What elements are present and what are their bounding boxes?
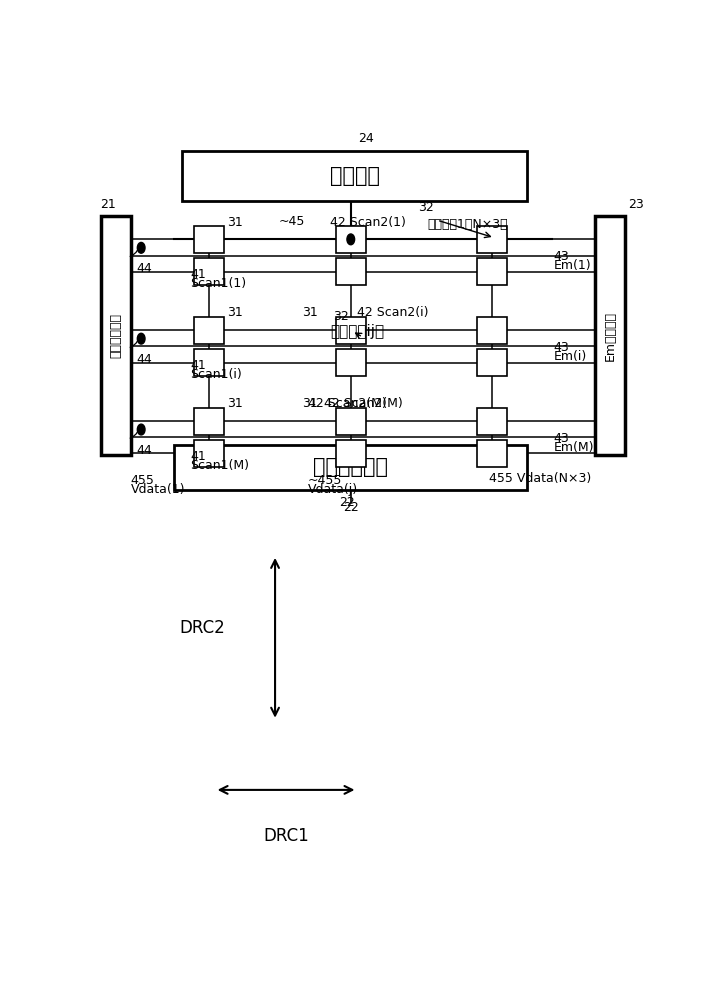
- Bar: [194, 440, 224, 467]
- Text: ~45: ~45: [279, 215, 305, 228]
- Text: 31: 31: [227, 216, 243, 229]
- Text: 32: 32: [333, 310, 348, 323]
- Bar: [194, 317, 224, 344]
- Text: DRC1: DRC1: [263, 827, 309, 845]
- Text: 子像素（ij）: 子像素（ij）: [330, 324, 384, 339]
- Text: 41: 41: [190, 359, 206, 372]
- Bar: [336, 440, 366, 467]
- Text: 22: 22: [338, 496, 355, 509]
- Text: Em(i): Em(i): [554, 350, 587, 363]
- Text: 32: 32: [418, 201, 433, 214]
- Text: 23: 23: [628, 198, 644, 211]
- Text: Scan1(i): Scan1(i): [190, 368, 241, 381]
- Bar: [194, 408, 224, 435]
- Bar: [336, 408, 366, 435]
- Text: 42 Scan2(i): 42 Scan2(i): [358, 306, 429, 319]
- Bar: [476, 349, 507, 376]
- Text: 43: 43: [554, 341, 569, 354]
- Text: 42 Scan2(M): 42 Scan2(M): [308, 397, 387, 410]
- Bar: [476, 408, 507, 435]
- Text: Em驱动电路: Em驱动电路: [603, 311, 617, 361]
- Text: 42 Scan2(M): 42 Scan2(M): [324, 397, 403, 410]
- Circle shape: [137, 242, 145, 253]
- Bar: [336, 226, 366, 253]
- Text: 31: 31: [227, 397, 243, 410]
- Text: 44: 44: [137, 262, 152, 275]
- Bar: [194, 226, 224, 253]
- Bar: [336, 258, 366, 285]
- Text: 31: 31: [302, 397, 318, 410]
- Text: Vdata(1): Vdata(1): [131, 483, 185, 496]
- Bar: [194, 258, 224, 285]
- Text: 31: 31: [227, 306, 243, 319]
- Text: 子像素（1，N×3）: 子像素（1，N×3）: [428, 218, 508, 231]
- Text: Scan1(M): Scan1(M): [190, 459, 249, 472]
- Bar: [182, 151, 527, 201]
- Bar: [173, 445, 527, 490]
- Bar: [194, 349, 224, 376]
- Text: 44: 44: [137, 353, 152, 366]
- Text: 43: 43: [554, 250, 569, 263]
- Text: 41: 41: [190, 268, 206, 281]
- Circle shape: [347, 234, 355, 245]
- Text: DRC2: DRC2: [179, 619, 224, 637]
- Text: Scan1(1): Scan1(1): [190, 277, 246, 290]
- Text: 41: 41: [190, 450, 206, 463]
- Circle shape: [137, 333, 145, 344]
- Bar: [476, 440, 507, 467]
- Text: 42 Scan2(1): 42 Scan2(1): [330, 216, 406, 229]
- Bar: [336, 317, 366, 344]
- Bar: [476, 258, 507, 285]
- Text: 电源装置: 电源装置: [330, 166, 379, 186]
- Bar: [336, 349, 366, 376]
- Text: 44: 44: [137, 444, 152, 457]
- Text: 455 Vdata(N×3): 455 Vdata(N×3): [489, 472, 591, 485]
- Text: 21: 21: [101, 198, 116, 211]
- Text: Vdata(j): Vdata(j): [308, 483, 358, 496]
- Text: 数据驱动电路: 数据驱动电路: [313, 457, 388, 477]
- Text: Em(1): Em(1): [554, 259, 591, 272]
- Bar: [476, 226, 507, 253]
- Text: 24: 24: [358, 132, 373, 145]
- Text: 455: 455: [131, 474, 154, 487]
- Bar: [101, 216, 131, 455]
- Text: 31: 31: [302, 306, 318, 319]
- Text: 22: 22: [343, 501, 359, 514]
- Bar: [595, 216, 625, 455]
- Bar: [476, 317, 507, 344]
- Text: ~455: ~455: [308, 474, 343, 487]
- Text: Em(M): Em(M): [554, 441, 594, 454]
- Circle shape: [137, 424, 145, 435]
- Text: 扫描驱动电路: 扫描驱动电路: [109, 313, 122, 358]
- Text: 43: 43: [554, 432, 569, 445]
